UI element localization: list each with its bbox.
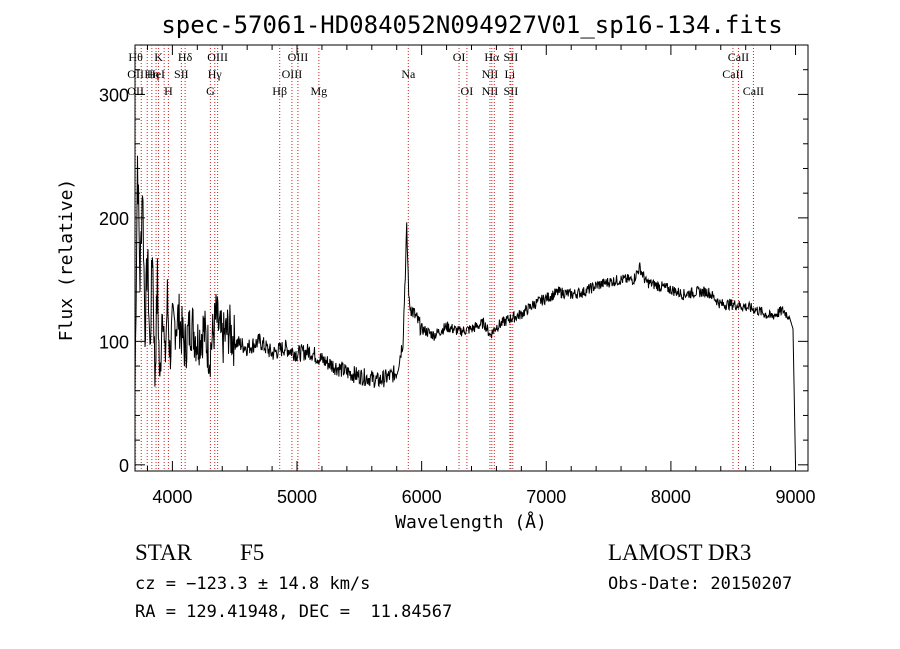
line-marker-label: OI <box>453 50 466 64</box>
line-marker-label: Hη <box>144 67 159 81</box>
survey-name: LAMOST DR3 <box>608 540 752 565</box>
x-tick-label: 9000 <box>776 487 816 507</box>
line-marker-label: OII <box>127 67 144 81</box>
y-tick-label: 100 <box>99 332 129 352</box>
line-marker-label: SII <box>504 50 519 64</box>
line-marker-label: SII <box>504 84 519 98</box>
line-marker-label: G <box>206 84 215 98</box>
line-marker-label: Hα <box>484 50 500 64</box>
spectrum-line-0 <box>134 155 796 465</box>
y-axis-label: Flux (relative) <box>56 179 77 342</box>
line-marker-label: NII <box>482 67 499 81</box>
line-marker-label: Hγ <box>208 67 223 81</box>
x-tick-label: 6000 <box>402 487 442 507</box>
line-marker-label: Hθ <box>128 50 143 64</box>
y-axis: 0 100 200 300 <box>99 69 808 476</box>
y-tick-label: 300 <box>99 85 129 105</box>
chart-title: spec-57061-HD084052N094927V01_sp16-134.f… <box>161 11 782 39</box>
plot-frame <box>134 44 809 472</box>
object-class: STAR <box>135 540 192 565</box>
line-marker-label: HeI <box>147 67 165 81</box>
line-marker-label: K <box>154 50 163 64</box>
line-marker-label: Mg <box>310 84 327 98</box>
line-marker-label: OIII <box>207 50 228 64</box>
line-marker-label: CaII <box>743 84 764 98</box>
spectral-line-markers: HθOIIOIIHηHeIKHSIIHδGHγOIIIHβOIIIOIIIMgN… <box>127 45 764 471</box>
line-marker-label: CaII <box>728 50 749 64</box>
line-marker-label: OI <box>461 84 474 98</box>
line-marker-label: CaII <box>722 67 743 81</box>
y-tick-label: 200 <box>99 209 129 229</box>
x-tick-label: 8000 <box>651 487 691 507</box>
x-tick-label: 4000 <box>152 487 192 507</box>
line-marker-label: SII <box>174 67 189 81</box>
observation-date: Obs-Date: 20150207 <box>608 574 793 594</box>
spectral-subclass: F5 <box>240 540 265 565</box>
line-marker-label: Hβ <box>272 84 287 98</box>
line-marker-label: OIII <box>288 50 309 64</box>
line-marker-label: NII <box>482 84 499 98</box>
line-marker-label: H <box>164 84 173 98</box>
line-marker-label: Na <box>401 67 416 81</box>
x-tick-label: 5000 <box>277 487 317 507</box>
x-tick-label: 7000 <box>526 487 566 507</box>
x-axis-label: Wavelength (Å) <box>395 511 547 533</box>
line-marker-label: Li <box>505 67 516 81</box>
x-axis: 4000 5000 6000 7000 8000 9000 <box>146 45 816 507</box>
y-tick-label: 0 <box>119 456 129 476</box>
spectrum-series-layer <box>134 155 796 465</box>
redshift-readout: cz = −123.3 ± 14.8 km/s <box>135 574 371 594</box>
sky-coordinates: RA = 129.41948, DEC = 11.84567 <box>135 602 453 622</box>
line-marker-label: Hδ <box>178 50 193 64</box>
line-marker-label: OIII <box>282 67 303 81</box>
